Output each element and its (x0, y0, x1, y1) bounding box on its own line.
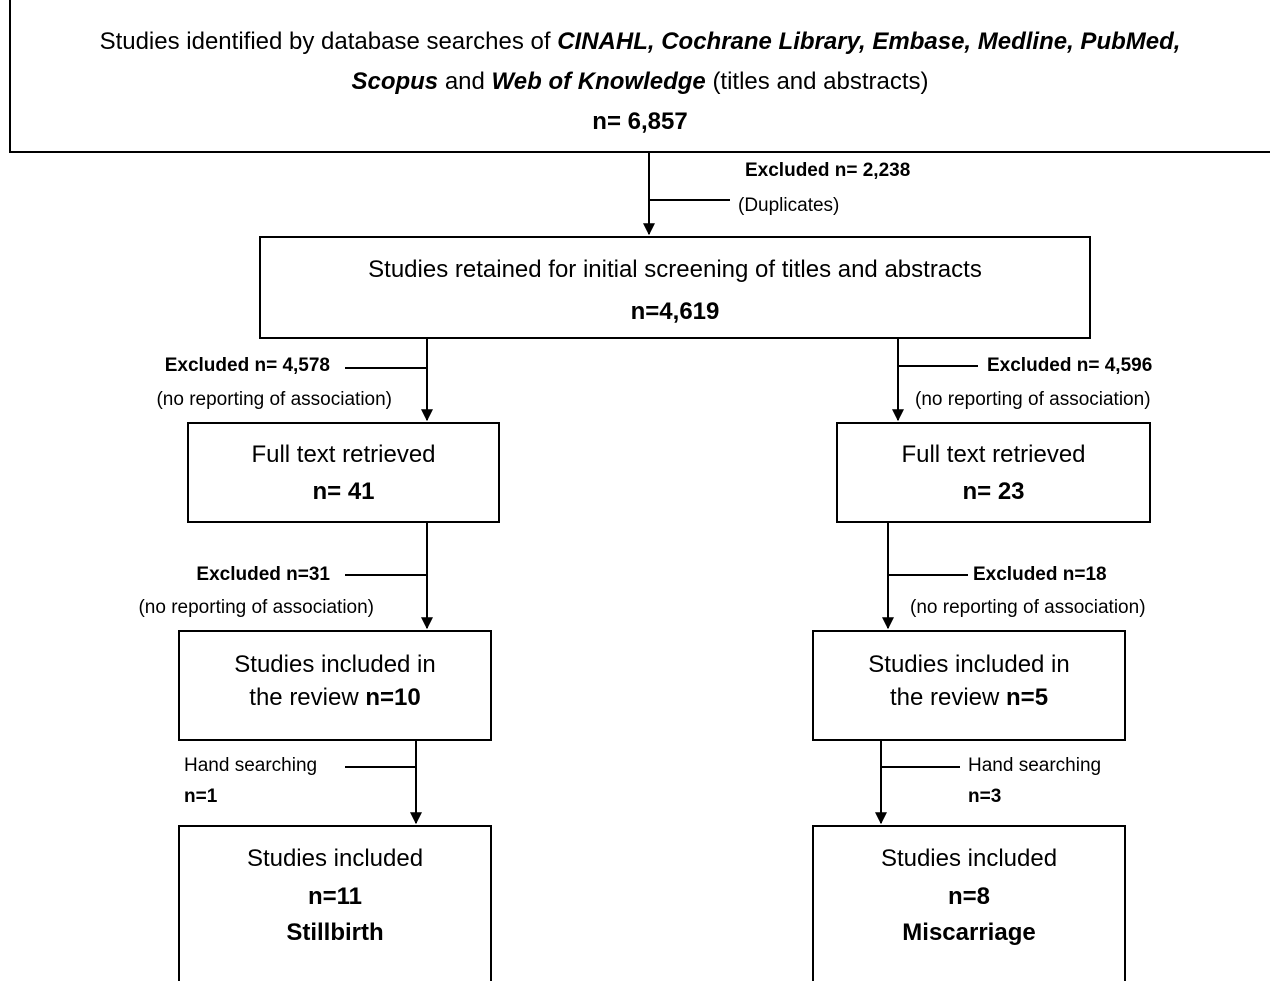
search-line: Studies identified by database searches … (10, 30, 1270, 54)
count: n=4,619 (630, 298, 720, 325)
hand-search-count: n=1 (184, 786, 218, 807)
text: and (444, 68, 485, 95)
box-text: Studies included (246, 845, 424, 872)
box-text: Full text retrieved (901, 441, 1086, 468)
database: Scopus (351, 68, 439, 95)
text: the review (249, 684, 359, 711)
exclusion-reason: (Duplicates) (738, 195, 840, 216)
exclusion-label: Excluded n= 2,238 (745, 160, 911, 181)
box-text: Studies retained for initial screening o… (368, 256, 982, 283)
box-text: Studies included in (868, 651, 1070, 678)
final-box (812, 825, 1126, 981)
box-text: the review n=10 (179, 686, 491, 710)
count: n= 23 (962, 478, 1025, 505)
review-box (812, 630, 1126, 741)
exclusion-reason: (no reporting of association) (138, 597, 374, 618)
review-box (178, 630, 492, 741)
count: n=10 (365, 684, 421, 711)
database: Web of Knowledge (491, 68, 706, 95)
exclusion-reason: (no reporting of association) (156, 389, 392, 410)
count: n=11 (307, 883, 363, 910)
hand-search-label: Hand searching (184, 755, 318, 776)
count: n=8 (947, 883, 991, 910)
outcome: Stillbirth (286, 919, 384, 946)
text: Studies identified by database searches … (99, 28, 551, 55)
exclusion-reason: (no reporting of association) (915, 389, 1151, 410)
box-text: Studies included in (234, 651, 436, 678)
count: n= 6,857 (592, 108, 688, 135)
hand-search-label: Hand searching (968, 755, 1102, 776)
exclusion-label: Excluded n= 4,578 (164, 355, 330, 376)
box-text: the review n=5 (813, 686, 1125, 710)
final-box (178, 825, 492, 981)
exclusion-label: Excluded n=18 (973, 564, 1107, 585)
count: n= 41 (312, 478, 375, 505)
exclusion-label: Excluded n=31 (196, 564, 330, 585)
text: the review (889, 684, 1000, 711)
search-box (9, 0, 1270, 153)
exclusion-reason: (no reporting of association) (910, 597, 1146, 618)
exclusion-label: Excluded n= 4,596 (987, 355, 1153, 376)
hand-search-count: n=3 (968, 786, 1002, 807)
fulltext-box (187, 422, 500, 523)
box-text: Studies included (880, 845, 1058, 872)
search-line: Scopus and Web of Knowledge (titles and … (10, 70, 1270, 94)
text: (titles and abstracts) (712, 68, 929, 95)
screening-box (259, 236, 1091, 339)
count: n=5 (1006, 684, 1049, 711)
box-text: Full text retrieved (251, 441, 436, 468)
outcome: Miscarriage (902, 919, 1036, 946)
fulltext-box (836, 422, 1151, 523)
databases: CINAHL, Cochrane Library, Embase, Medlin… (557, 28, 1181, 55)
